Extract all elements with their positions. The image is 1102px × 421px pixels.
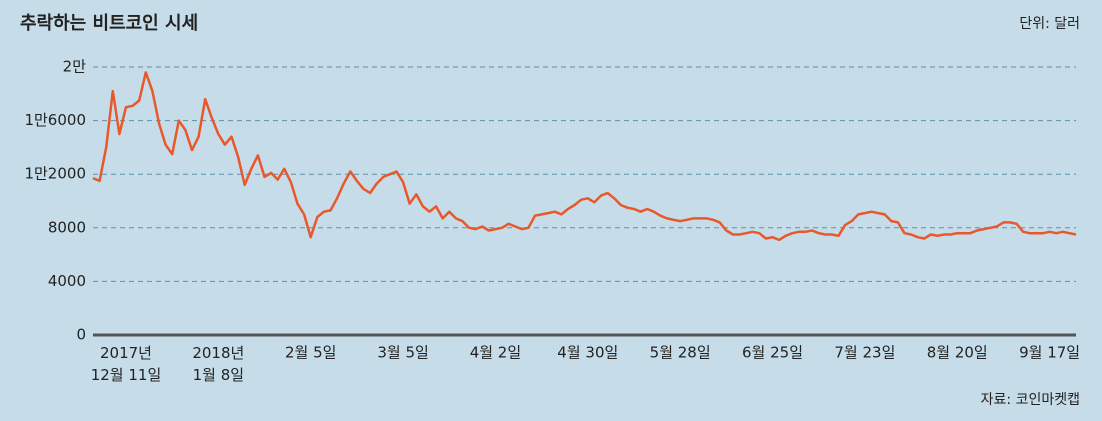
source-label: 자료: 코인마켓캡 <box>981 392 1080 408</box>
y-tick-label: 2만 <box>63 58 87 76</box>
y-tick-label: 0 <box>76 326 86 344</box>
x-tick-label: 4월 2일 <box>470 344 521 362</box>
x-tick-label: 5월 28일 <box>650 344 711 362</box>
x-tick-label: 3월 5일 <box>377 344 428 362</box>
x-tick-label: 8월 20일 <box>927 344 988 362</box>
y-tick-label: 8000 <box>48 218 86 236</box>
price-line <box>92 71 1077 242</box>
x-tick-label: 2017년 12월 11일 <box>91 344 162 384</box>
unit-label: 단위: 달러 <box>1019 16 1080 32</box>
chart-title: 추락하는 비트코인 시세 <box>20 13 198 34</box>
y-tick-label: 1만6000 <box>24 111 86 129</box>
y-tick-label: 1만2000 <box>24 165 86 183</box>
x-tick-label: 2018년 1월 8일 <box>192 344 244 384</box>
x-tick-label: 9월 17일 <box>1019 344 1080 362</box>
x-tick-label: 6월 25일 <box>742 344 803 362</box>
x-tick-label: 7월 23일 <box>834 344 895 362</box>
x-tick-label: 2월 5일 <box>285 344 336 362</box>
x-tick-label: 4월 30일 <box>557 344 618 362</box>
y-tick-label: 4000 <box>48 272 86 290</box>
